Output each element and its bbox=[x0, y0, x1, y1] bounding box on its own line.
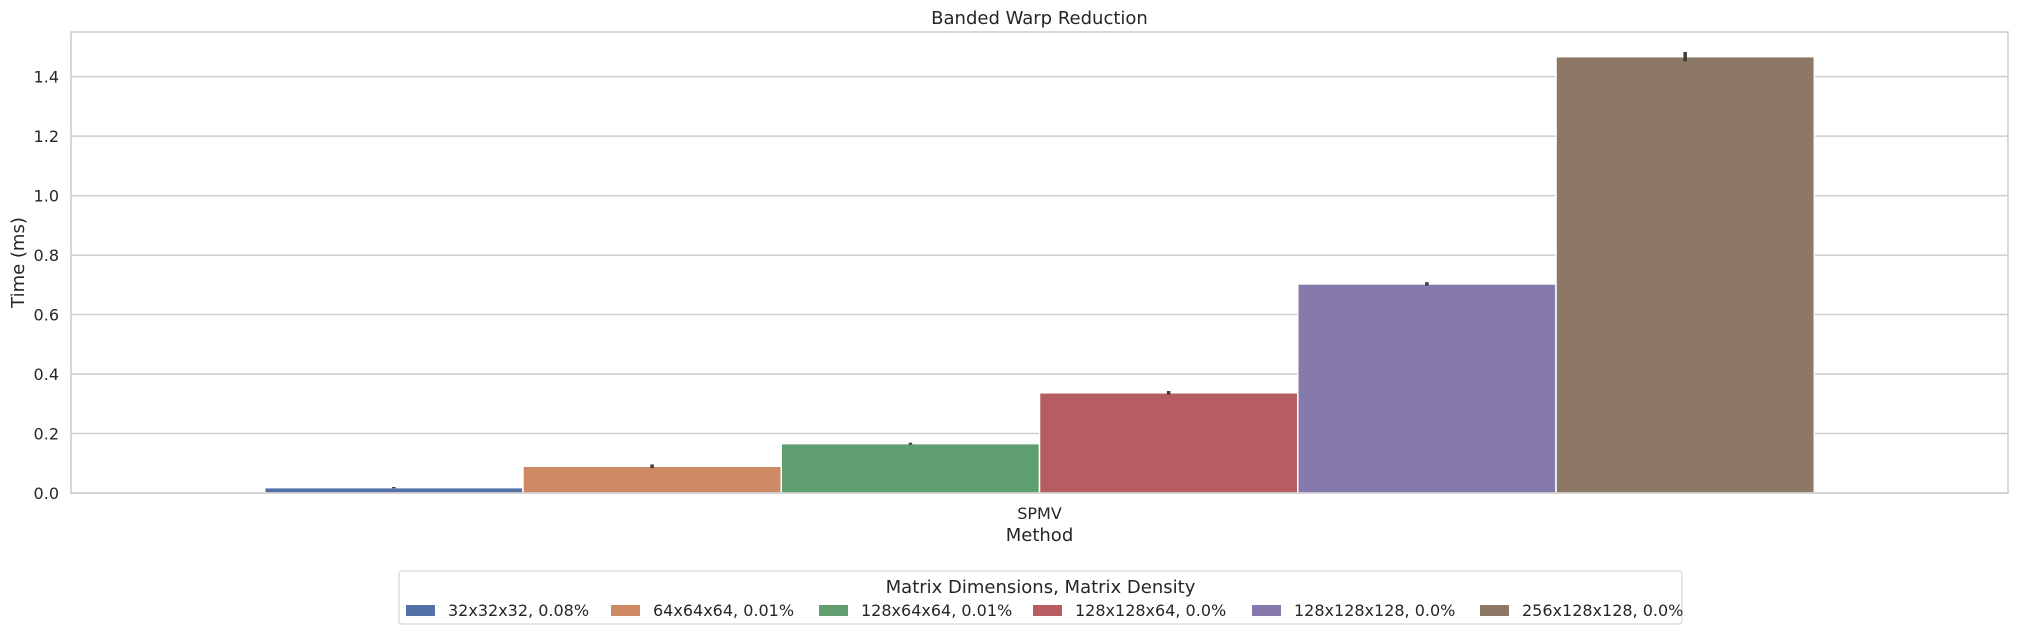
y-axis-label: Time (ms) bbox=[8, 217, 29, 309]
legend: Matrix Dimensions, Matrix Density 32x32x… bbox=[398, 570, 1683, 625]
y-tick-label: 1.2 bbox=[34, 127, 59, 146]
bar bbox=[263, 486, 524, 494]
chart-title: Banded Warp Reduction bbox=[931, 8, 1148, 29]
legend-label: 128x128x128, 0.0% bbox=[1294, 601, 1455, 620]
y-tick-label: 0.0 bbox=[34, 484, 59, 503]
y-tick-label: 1.0 bbox=[34, 187, 59, 206]
y-tick-label: 0.6 bbox=[34, 306, 59, 325]
x-tick-label: SPMV bbox=[1017, 504, 1062, 523]
bar bbox=[780, 442, 1041, 494]
legend-title: Matrix Dimensions, Matrix Density bbox=[886, 577, 1196, 598]
error-bars bbox=[392, 51, 1687, 489]
legend-swatch bbox=[611, 605, 640, 616]
y-tick-label: 0.8 bbox=[34, 246, 59, 265]
bar bbox=[522, 465, 782, 494]
x-axis-label: Method bbox=[1006, 525, 1074, 546]
legend-label: 256x128x128, 0.0% bbox=[1522, 601, 1683, 620]
bar bbox=[1297, 283, 1557, 494]
grid-lines bbox=[71, 75, 2008, 494]
bar bbox=[1555, 55, 1816, 494]
legend-swatch bbox=[819, 605, 848, 616]
legend-swatch bbox=[1480, 605, 1509, 616]
y-tick-label: 0.4 bbox=[34, 365, 59, 384]
legend-label: 128x64x64, 0.01% bbox=[861, 601, 1012, 620]
bar bbox=[1038, 392, 1299, 494]
legend-label: 64x64x64, 0.01% bbox=[653, 601, 794, 620]
legend-items: 32x32x32, 0.08% 64x64x64, 0.01% 128x64x64,… bbox=[406, 601, 1683, 620]
legend-label: 32x32x32, 0.08% bbox=[448, 601, 589, 620]
legend-swatch bbox=[406, 605, 435, 616]
legend-frame bbox=[398, 570, 1683, 625]
legend-swatch bbox=[1252, 605, 1281, 616]
bars bbox=[263, 55, 1816, 494]
plot-frame bbox=[70, 31, 2009, 494]
y-axis: 0.0 0.2 0.4 0.6 0.8 1.0 1.2 1.4 bbox=[34, 68, 59, 503]
legend-swatch bbox=[1033, 605, 1062, 616]
y-tick-label: 1.4 bbox=[34, 68, 59, 87]
legend-label: 128x128x64, 0.0% bbox=[1075, 601, 1226, 620]
y-tick-label: 0.2 bbox=[34, 425, 59, 444]
x-axis: SPMV bbox=[1017, 504, 1062, 523]
